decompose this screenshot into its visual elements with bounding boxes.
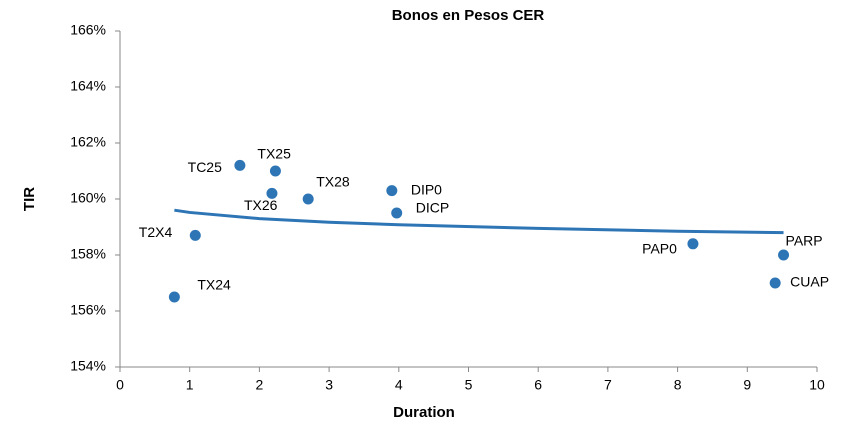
chart-title: Bonos en Pesos CER (392, 7, 545, 24)
x-tick-label: 4 (395, 377, 403, 393)
x-tick-label: 0 (116, 377, 124, 393)
point (778, 249, 790, 261)
y-tick-label: 160% (70, 190, 106, 206)
point-label: PARP (786, 233, 823, 249)
point-label: TX28 (316, 174, 350, 190)
point (168, 291, 180, 303)
point (189, 229, 201, 241)
point (302, 193, 314, 205)
trendline (174, 208, 784, 235)
point-label: CUAP (790, 274, 829, 290)
y-tick-label: 154% (70, 358, 106, 374)
point-label: TC25 (188, 159, 222, 175)
point-label: DICP (416, 200, 449, 216)
x-tick-label: 7 (604, 377, 612, 393)
x-tick-label: 2 (256, 377, 264, 393)
point (269, 165, 281, 177)
point-label: TX25 (257, 146, 291, 162)
point (687, 238, 699, 250)
y-axis-title: TIR (21, 187, 38, 211)
x-tick-label: 3 (325, 377, 333, 393)
point-label: PAP0 (642, 241, 677, 257)
point (391, 207, 403, 219)
x-tick-label: 5 (465, 377, 473, 393)
point-label: DIP0 (411, 181, 442, 197)
point (234, 159, 246, 171)
y-tick-label: 158% (70, 246, 106, 262)
point-label: TX26 (244, 197, 278, 213)
point (769, 277, 781, 289)
y-tick-label: 162% (70, 134, 106, 150)
y-tick-label: 164% (70, 78, 106, 94)
point-label: T2X4 (139, 224, 173, 240)
x-tick-label: 9 (743, 377, 751, 393)
point (386, 185, 398, 197)
y-tick-label: 166% (70, 22, 106, 38)
x-tick-label: 6 (534, 377, 542, 393)
point-label: TX24 (197, 277, 231, 293)
x-axis-title: Duration (393, 404, 455, 421)
x-tick-label: 8 (674, 377, 682, 393)
point (266, 187, 278, 199)
y-tick-label: 156% (70, 302, 106, 318)
x-tick-label: 10 (809, 377, 825, 393)
x-tick-label: 1 (186, 377, 194, 393)
